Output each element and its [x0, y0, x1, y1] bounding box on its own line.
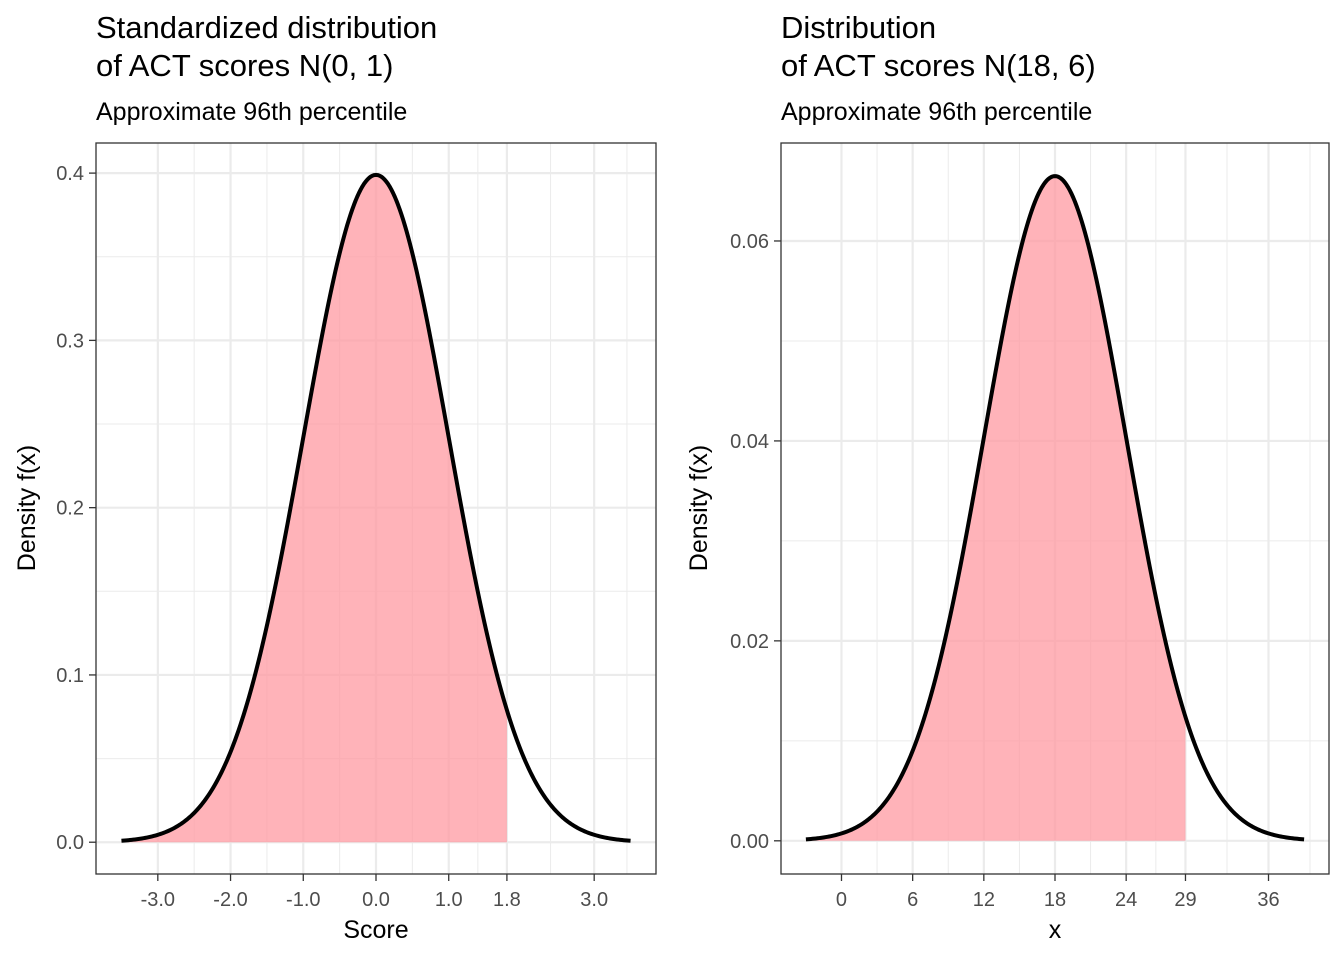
y-axis-title: Density f(x) [13, 445, 41, 571]
x-tick-label: 1.8 [493, 889, 521, 911]
y-tick-label: 0.04 [730, 431, 769, 453]
x-tick-label: -2.0 [213, 889, 247, 911]
x-axis-title: x [1049, 916, 1062, 944]
density-curve [805, 174, 1305, 842]
y-tick-label: 0.0 [56, 832, 84, 854]
x-tick-label: 18 [1044, 889, 1066, 911]
x-tick-label: -3.0 [141, 889, 175, 911]
y-tick-label: 0.1 [56, 665, 84, 687]
y-tick-label: 0.4 [56, 163, 84, 185]
density-curve [121, 172, 631, 843]
chart-title-line-2: of ACT scores N(18, 6) [781, 48, 1096, 83]
x-tick-label: -1.0 [286, 889, 320, 911]
y-tick-label: 0.02 [730, 631, 769, 653]
y-tick-label: 0.00 [730, 831, 769, 853]
y-axis-ticks: 0.0 0.1 0.2 0.3 0.4 [56, 163, 96, 854]
chart-subtitle: Approximate 96th percentile [781, 98, 1092, 126]
y-tick-label: 0.3 [56, 330, 84, 352]
x-tick-label: 0 [836, 889, 847, 911]
x-tick-label: 12 [973, 889, 995, 911]
x-axis-ticks: 0 6 12 18 24 29 36 [836, 874, 1280, 911]
x-tick-label: 1.0 [435, 889, 463, 911]
shaded-area [805, 176, 1186, 841]
x-tick-label: 0.0 [362, 889, 390, 911]
y-axis-ticks: 0.00 0.02 0.04 0.06 [730, 231, 781, 853]
chart-title-line-1: Distribution [781, 10, 936, 45]
x-tick-label: 24 [1115, 889, 1137, 911]
shaded-area [121, 174, 507, 843]
chart-title-line-2: of ACT scores N(0, 1) [96, 48, 393, 83]
x-axis-title: Score [343, 916, 408, 944]
x-axis-ticks: -3.0 -2.0 -1.0 0.0 1.0 1.8 3.0 [141, 874, 608, 911]
chart-panel-act-scores: Distribution of ACT scores N(18, 6) Appr… [685, 10, 1330, 944]
y-axis-title: Density f(x) [685, 445, 713, 571]
x-tick-label: 29 [1174, 889, 1196, 911]
chart-subtitle: Approximate 96th percentile [96, 98, 407, 126]
x-tick-label: 6 [907, 889, 918, 911]
y-tick-label: 0.06 [730, 231, 769, 253]
chart-title-line-1: Standardized distribution [96, 10, 437, 45]
y-tick-label: 0.2 [56, 498, 84, 520]
chart-panel-standardized: Standardized distribution of ACT scores … [13, 10, 657, 944]
x-tick-label: 3.0 [580, 889, 608, 911]
x-tick-label: 36 [1257, 889, 1279, 911]
